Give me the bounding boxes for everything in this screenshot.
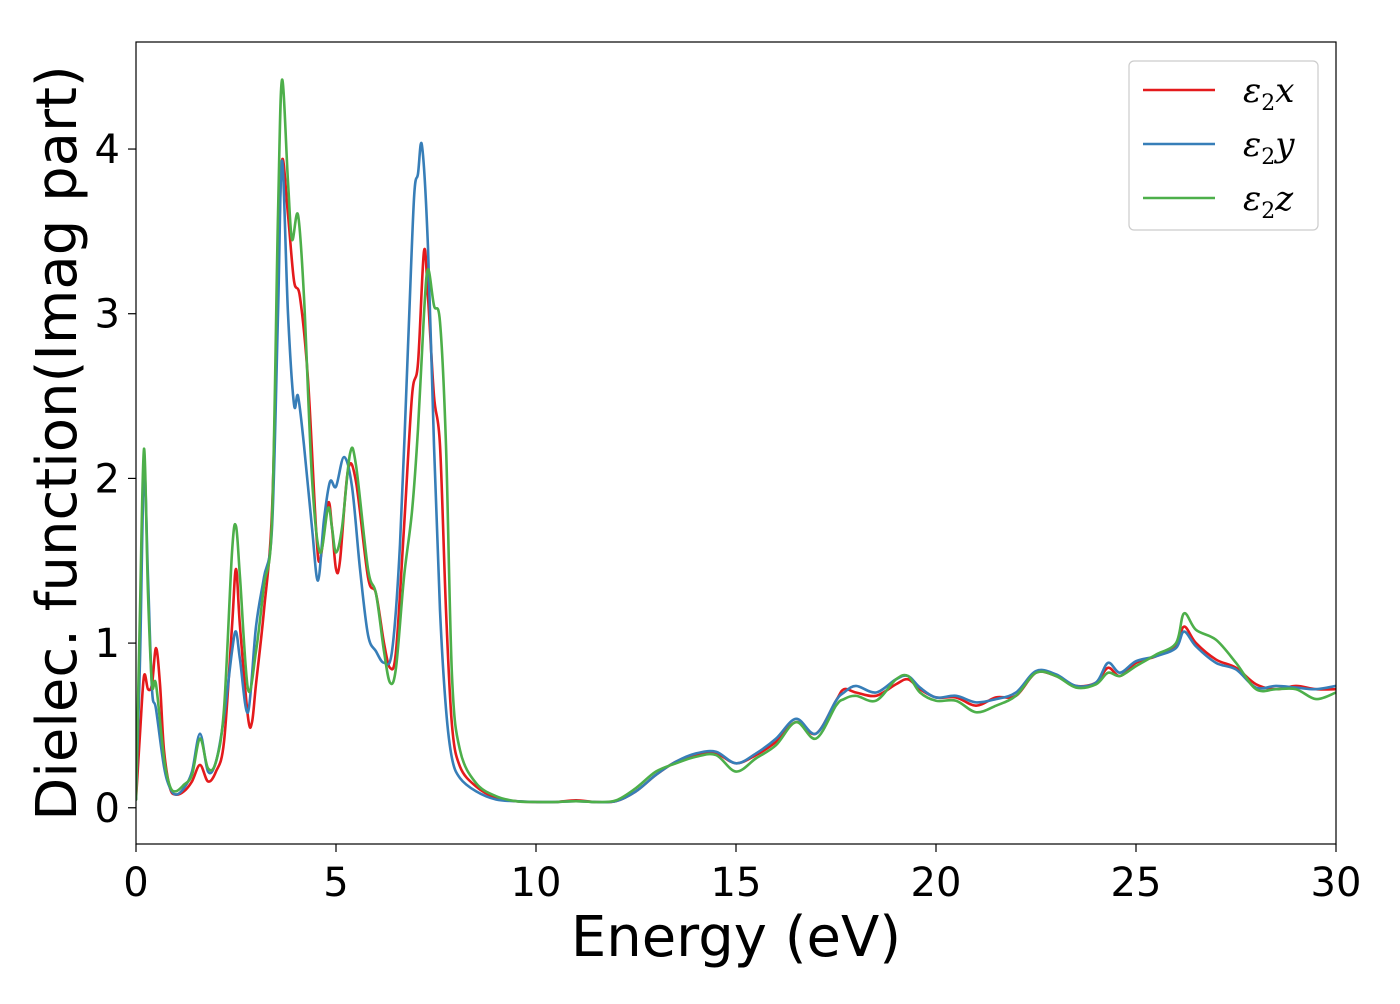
legend: ε2x ε2y ε2z: [1128, 60, 1319, 231]
x-axis-ticks: 0 5 10 15 20 25 30: [123, 844, 1361, 906]
y-tick-label: 4: [95, 127, 120, 173]
series-line-y: [136, 141, 1336, 804]
legend-label-y: ε2y: [1243, 125, 1295, 170]
x-tick-label: 5: [323, 860, 348, 906]
y-axis-ticks: 0 1 2 3 4: [95, 127, 136, 832]
y-tick-label: 2: [95, 456, 120, 502]
y-tick-label: 1: [95, 621, 120, 667]
x-tick-label: 25: [1111, 860, 1162, 906]
y-axis-title: Dielec. function(Imag part): [25, 65, 90, 821]
series-layer: [136, 78, 1336, 804]
y-tick-label: 0: [95, 786, 120, 832]
series-line-z: [136, 78, 1336, 804]
x-tick-label: 30: [1311, 860, 1362, 906]
x-tick-label: 15: [711, 860, 762, 906]
x-tick-label: 20: [911, 860, 962, 906]
y-tick-label: 3: [95, 292, 120, 338]
x-tick-label: 10: [511, 860, 562, 906]
x-axis-title: Energy (eV): [571, 905, 901, 970]
legend-label-x: ε2x: [1243, 71, 1294, 116]
legend-label-z: ε2z: [1243, 179, 1294, 224]
x-tick-label: 0: [123, 860, 148, 906]
legend-box: [1128, 60, 1319, 231]
